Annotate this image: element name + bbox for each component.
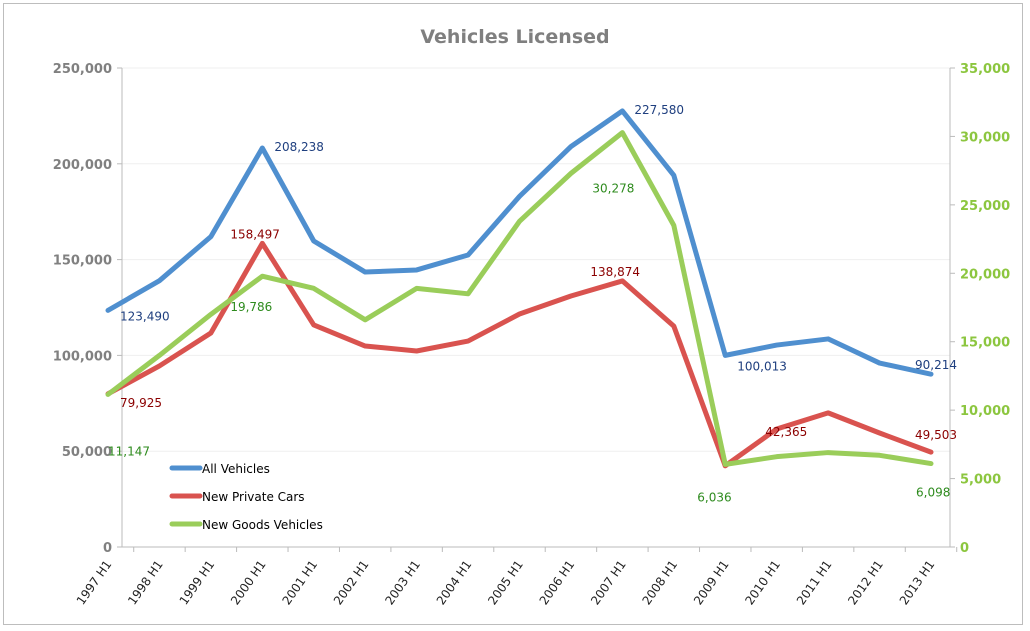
x-tick-label: 2003 H1 — [382, 558, 423, 608]
y-right-tick-label: 30,000 — [960, 130, 1010, 145]
x-tick-label: 2000 H1 — [228, 558, 269, 608]
chart-frame — [3, 3, 1023, 625]
data-label: 227,580 — [634, 103, 684, 117]
y-right-tick-label: 20,000 — [960, 267, 1010, 282]
data-label: 49,503 — [915, 428, 957, 442]
y-right-tick-label: 0 — [960, 541, 969, 556]
legend-label: All Vehicles — [202, 462, 270, 476]
y-right-tick-label: 25,000 — [960, 199, 1010, 214]
x-tick-label: 1998 H1 — [125, 558, 166, 608]
data-label: 42,365 — [765, 425, 807, 439]
y-left-tick-label: 100,000 — [53, 349, 112, 364]
data-label: 79,925 — [120, 396, 162, 410]
legend-label: New Private Cars — [202, 490, 305, 504]
data-label: 6,098 — [916, 486, 950, 500]
y-left-tick-label: 200,000 — [53, 158, 112, 173]
data-label: 19,786 — [230, 300, 272, 314]
series-line-new-private-cars — [105, 240, 934, 469]
x-tick-label: 2010 H1 — [742, 558, 783, 608]
x-tick-label: 2001 H1 — [279, 558, 320, 608]
x-tick-label: 2011 H1 — [794, 558, 835, 608]
y-right-tick-label: 10,000 — [960, 404, 1010, 419]
chart-title: Vehicles Licensed — [420, 26, 609, 48]
x-tick-label: 2012 H1 — [845, 558, 886, 608]
y-left-tick-label: 150,000 — [53, 254, 112, 269]
x-tick-label: 2004 H1 — [434, 558, 475, 608]
data-label: 158,497 — [230, 227, 280, 241]
data-label: 30,278 — [592, 182, 634, 196]
y-left-tick-label: 50,000 — [62, 445, 112, 460]
legend-label: New Goods Vehicles — [202, 518, 323, 532]
x-tick-label: 2006 H1 — [537, 558, 578, 608]
data-label: 6,036 — [697, 490, 731, 504]
y-left-tick-label: 250,000 — [53, 62, 112, 77]
data-label: 11,147 — [108, 444, 150, 458]
x-tick-label: 1997 H1 — [74, 558, 115, 608]
x-tick-label: 2008 H1 — [640, 558, 681, 608]
series-line-new-goods-vehicles — [105, 130, 934, 467]
x-tick-label: 2013 H1 — [897, 558, 938, 608]
x-tick-label: 2007 H1 — [588, 558, 629, 608]
x-tick-label: 2002 H1 — [331, 558, 372, 608]
y-right-tick-label: 35,000 — [960, 62, 1010, 77]
x-tick-label: 2009 H1 — [691, 558, 732, 608]
data-label: 208,238 — [274, 140, 324, 154]
x-tick-label: 2005 H1 — [485, 558, 526, 608]
data-label: 90,214 — [915, 358, 957, 372]
data-label: 123,490 — [120, 309, 170, 323]
y-right-tick-label: 15,000 — [960, 336, 1010, 351]
x-tick-label: 1999 H1 — [177, 558, 218, 608]
data-label: 100,013 — [737, 359, 787, 373]
series-line-all-vehicles — [105, 108, 934, 377]
y-left-tick-label: 0 — [103, 541, 112, 556]
y-right-tick-label: 5,000 — [960, 473, 1001, 488]
data-label: 138,874 — [590, 265, 640, 279]
